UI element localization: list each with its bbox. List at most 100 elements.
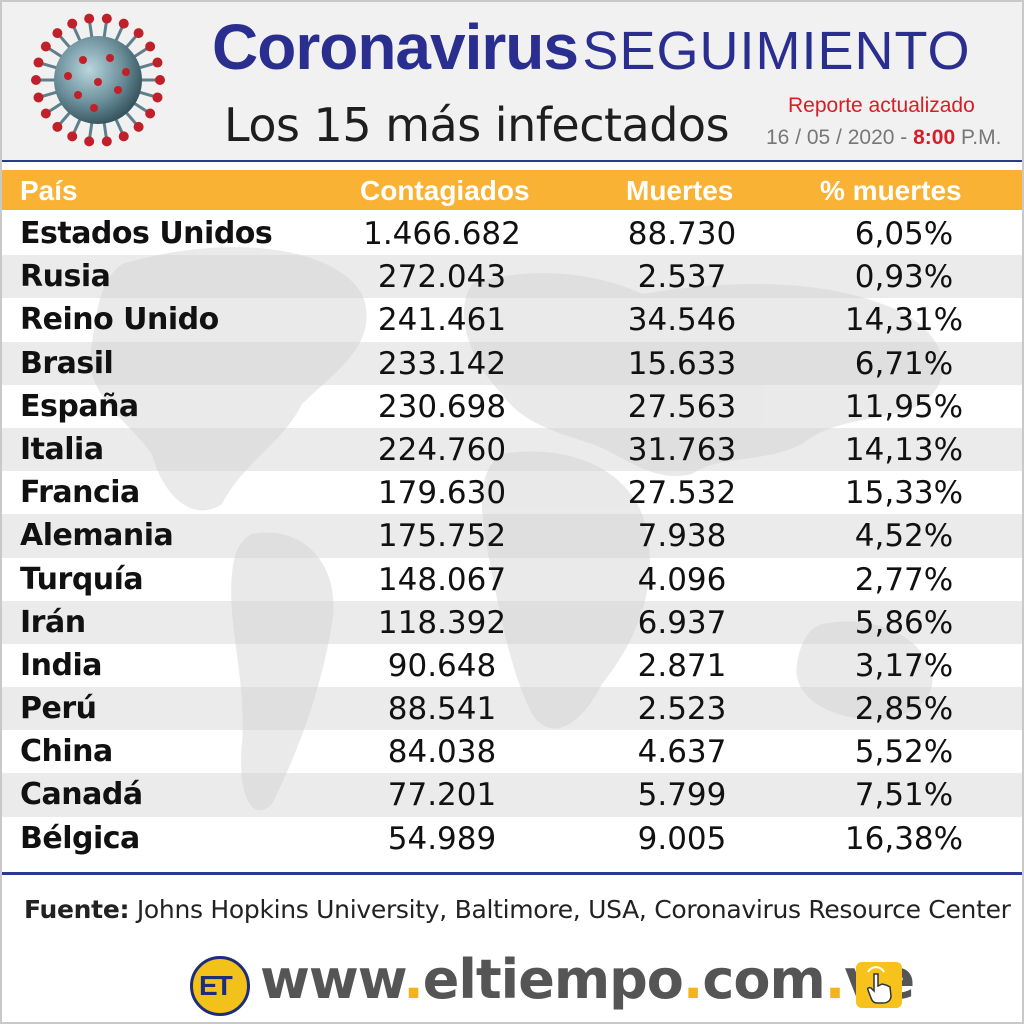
table-row: Turquía 148.067 4.096 2,77% <box>2 558 1022 601</box>
report-time: 8:00 <box>913 126 956 149</box>
virus-spot <box>90 104 98 112</box>
virus-spike-tip <box>67 131 78 142</box>
url-www: www <box>260 948 404 1011</box>
table-row: Perú 88.541 2.523 2,85% <box>2 687 1022 731</box>
url-dot-3: . <box>824 948 845 1011</box>
cell-porcentaje: 2,77% <box>854 561 954 598</box>
cell-country: Italia <box>20 431 104 467</box>
table-row: Reino Unido 241.461 34.546 14,31% <box>2 298 1022 341</box>
cell-muertes: 27.563 <box>627 388 737 425</box>
data-table: País Contagiados Muertes % muertes Estad… <box>2 164 1022 870</box>
subtitle: Los 15 más infectados <box>224 98 730 152</box>
cell-porcentaje: 5,86% <box>854 604 954 641</box>
virus-spike-tip <box>118 131 129 142</box>
cell-contagiados: 179.630 <box>377 475 507 512</box>
cell-country: Bélgica <box>20 820 140 856</box>
cell-muertes: 5.799 <box>637 777 727 814</box>
eltiempo-logo-icon: ET <box>190 956 250 1016</box>
virus-spot <box>106 54 114 62</box>
virus-spike-tip <box>152 57 163 68</box>
virus-spike-tip <box>33 57 44 68</box>
report-ampm: P.M. <box>955 126 1002 149</box>
virus-spike-tip <box>84 136 95 147</box>
virus-spot <box>79 56 87 64</box>
virus-spike-tip <box>33 92 44 103</box>
table-body: Estados Unidos 1.466.682 88.730 6,05% Rusia 2… <box>2 212 1022 860</box>
virus-spike-tip <box>133 28 144 39</box>
cell-contagiados: 90.648 <box>387 647 497 684</box>
cell-porcentaje: 6,05% <box>854 216 954 252</box>
touch-hand-icon <box>856 962 902 1008</box>
cell-contagiados: 54.989 <box>387 820 497 857</box>
cell-muertes: 7.938 <box>637 518 727 555</box>
virus-spot <box>122 68 130 76</box>
table-row: India 90.648 2.871 3,17% <box>2 644 1022 687</box>
cell-porcentaje: 0,93% <box>854 259 954 296</box>
table-row: Rusia 272.043 2.537 0,93% <box>2 255 1022 299</box>
cell-country: Irán <box>20 604 86 640</box>
table-row: Italia 224.760 31.763 14,13% <box>2 427 1022 472</box>
virus-spot <box>64 72 72 80</box>
table-row: Bélgica 54.989 9.005 16,38% <box>2 817 1022 860</box>
virus-spike-tip <box>40 108 51 119</box>
cell-contagiados: 148.067 <box>377 561 507 598</box>
header-porcentaje-muertes: % muertes <box>820 175 962 206</box>
virus-spike-tip <box>101 136 112 147</box>
url-dot-1: . <box>403 948 423 1011</box>
cell-muertes: 9.005 <box>637 820 727 857</box>
cell-porcentaje: 11,95% <box>844 388 964 425</box>
cell-contagiados: 175.752 <box>377 518 507 555</box>
virus-spike-tip <box>133 121 144 132</box>
virus-spike-tip <box>67 18 78 29</box>
virus-spike-tip <box>152 92 163 103</box>
source-text: Johns Hopkins University, Baltimore, USA… <box>129 895 1011 924</box>
virus-spike-tip <box>145 108 156 119</box>
table-row: Canadá 77.201 5.799 7,51% <box>2 773 1022 817</box>
cell-contagiados: 272.043 <box>377 259 507 296</box>
cell-country: Brasil <box>20 345 114 381</box>
cell-country: Reino Unido <box>20 302 219 338</box>
title-coronavirus: Coronavirus <box>212 11 579 83</box>
report-date-text: 16 / 05 / 2020 - <box>766 126 914 149</box>
logo-text: ET <box>199 970 233 1001</box>
header-muertes: Muertes <box>626 175 734 206</box>
report-label: Reporte actualizado <box>788 94 975 117</box>
cell-porcentaje: 7,51% <box>854 777 954 814</box>
table-header: País Contagiados Muertes % muertes <box>2 170 1022 210</box>
cell-contagiados: 77.201 <box>387 777 497 814</box>
cell-muertes: 88.730 <box>627 216 737 252</box>
virus-spot <box>74 91 82 99</box>
cell-country: Canadá <box>20 777 143 813</box>
world-map-watermark <box>90 247 943 811</box>
cell-contagiados: 88.541 <box>387 691 497 728</box>
coronavirus-icon <box>31 13 165 147</box>
url-dot-2: . <box>682 948 703 1011</box>
virus-spike-tip <box>84 13 95 24</box>
main-title: Coronavirus SEGUIMIENTO <box>212 10 970 94</box>
source-label: Fuente: <box>24 895 130 924</box>
cell-muertes: 6.937 <box>637 604 727 641</box>
cell-muertes: 15.633 <box>627 345 737 382</box>
cell-muertes: 4.637 <box>637 734 727 771</box>
cell-muertes: 34.546 <box>627 302 737 339</box>
virus-spot <box>94 78 102 86</box>
cell-contagiados: 224.760 <box>377 431 507 468</box>
virus-spike-tip <box>145 41 156 52</box>
virus-spike-tip <box>118 18 129 29</box>
cell-contagiados: 1.466.682 <box>363 216 521 252</box>
cell-country: China <box>20 734 113 770</box>
cell-porcentaje: 15,33% <box>844 475 964 512</box>
table-row: Estados Unidos 1.466.682 88.730 6,05% <box>2 212 1022 255</box>
table-row: Alemania 175.752 7.938 4,52% <box>2 514 1022 558</box>
cell-muertes: 27.532 <box>627 475 737 512</box>
virus-spike-tip <box>101 13 112 24</box>
source-credit: Fuente: Johns Hopkins University, Baltim… <box>24 895 1011 924</box>
cell-country: Turquía <box>20 561 144 597</box>
cell-contagiados: 230.698 <box>377 388 507 425</box>
cell-country: Perú <box>20 691 97 727</box>
virus-spike-tip <box>52 121 63 132</box>
cell-contagiados: 118.392 <box>377 604 507 641</box>
virus-spike-tip <box>31 75 41 85</box>
website-url[interactable]: www.eltiempo.com.ve <box>260 948 915 1011</box>
